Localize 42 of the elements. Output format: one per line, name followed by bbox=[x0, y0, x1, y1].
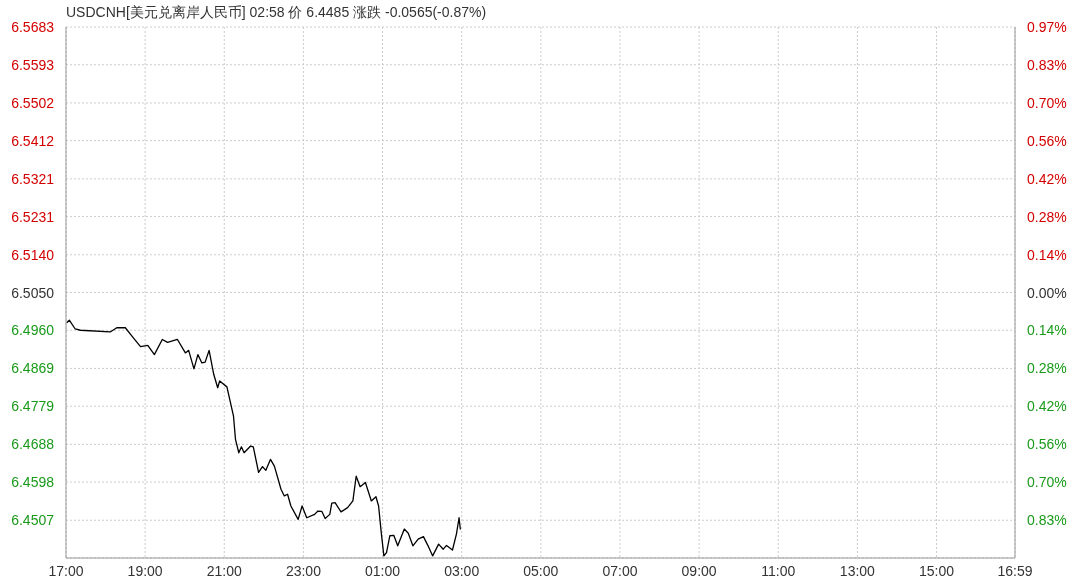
y-tick-label: 6.5231 bbox=[11, 208, 55, 225]
y-tick-label: 6.5412 bbox=[11, 132, 55, 149]
x-tick-label: 19:00 bbox=[127, 562, 163, 578]
y-tick-label: 6.4869 bbox=[11, 360, 55, 377]
y2-tick-label: 0.42% bbox=[1027, 170, 1067, 187]
x-tick-label: 01:00 bbox=[365, 562, 401, 578]
y2-tick-label: 0.83% bbox=[1027, 56, 1067, 73]
y2-tick-label: 0.97% bbox=[1027, 19, 1067, 35]
x-tick-label: 13:00 bbox=[839, 562, 876, 578]
y-tick-label: 6.4598 bbox=[11, 474, 55, 491]
y2-tick-label: 0.00% bbox=[1027, 284, 1067, 301]
x-tick-label: 11:00 bbox=[761, 562, 796, 578]
x-tick-label: 15:00 bbox=[919, 562, 955, 578]
x-tick-label: 17:00 bbox=[48, 562, 84, 578]
y-tick-label: 6.4779 bbox=[11, 398, 55, 415]
y2-tick-label: 0.14% bbox=[1027, 322, 1067, 339]
y2-tick-label: 0.28% bbox=[1027, 360, 1067, 377]
x-tick-label: 21:00 bbox=[206, 562, 242, 578]
y-tick-label: 6.4688 bbox=[11, 436, 55, 453]
y2-tick-label: 0.42% bbox=[1027, 398, 1067, 415]
y2-tick-label: 0.70% bbox=[1027, 474, 1067, 491]
y-tick-label: 6.5050 bbox=[11, 284, 55, 301]
y-tick-label: 6.5593 bbox=[11, 56, 55, 73]
x-tick-label: 09:00 bbox=[681, 562, 717, 578]
y-tick-label: 6.4507 bbox=[11, 512, 55, 529]
y-tick-label: 6.5140 bbox=[11, 246, 55, 263]
y-tick-label: 6.5683 bbox=[11, 19, 55, 35]
y2-tick-label: 0.56% bbox=[1027, 436, 1067, 453]
x-tick-label: 23:00 bbox=[285, 562, 322, 578]
y2-tick-label: 0.56% bbox=[1027, 132, 1067, 149]
y-tick-label: 6.4960 bbox=[11, 322, 55, 339]
x-tick-label: 05:00 bbox=[523, 562, 559, 578]
y-tick-label: 6.5321 bbox=[11, 170, 55, 187]
y2-tick-label: 0.83% bbox=[1027, 512, 1067, 529]
x-tick-label: 16:59 bbox=[997, 562, 1033, 578]
x-tick-label: 03:00 bbox=[444, 562, 480, 578]
y2-tick-label: 0.70% bbox=[1027, 94, 1067, 111]
chart-title: USDCNH[美元兑离岸人民币] 02:58 价 6.4485 涨跌 -0.0565(-0.87%) bbox=[66, 4, 487, 22]
x-tick-label: 07:00 bbox=[602, 562, 638, 578]
y-tick-label: 6.5502 bbox=[11, 94, 55, 111]
y2-tick-label: 0.28% bbox=[1027, 208, 1067, 225]
y2-tick-label: 0.14% bbox=[1027, 246, 1067, 263]
